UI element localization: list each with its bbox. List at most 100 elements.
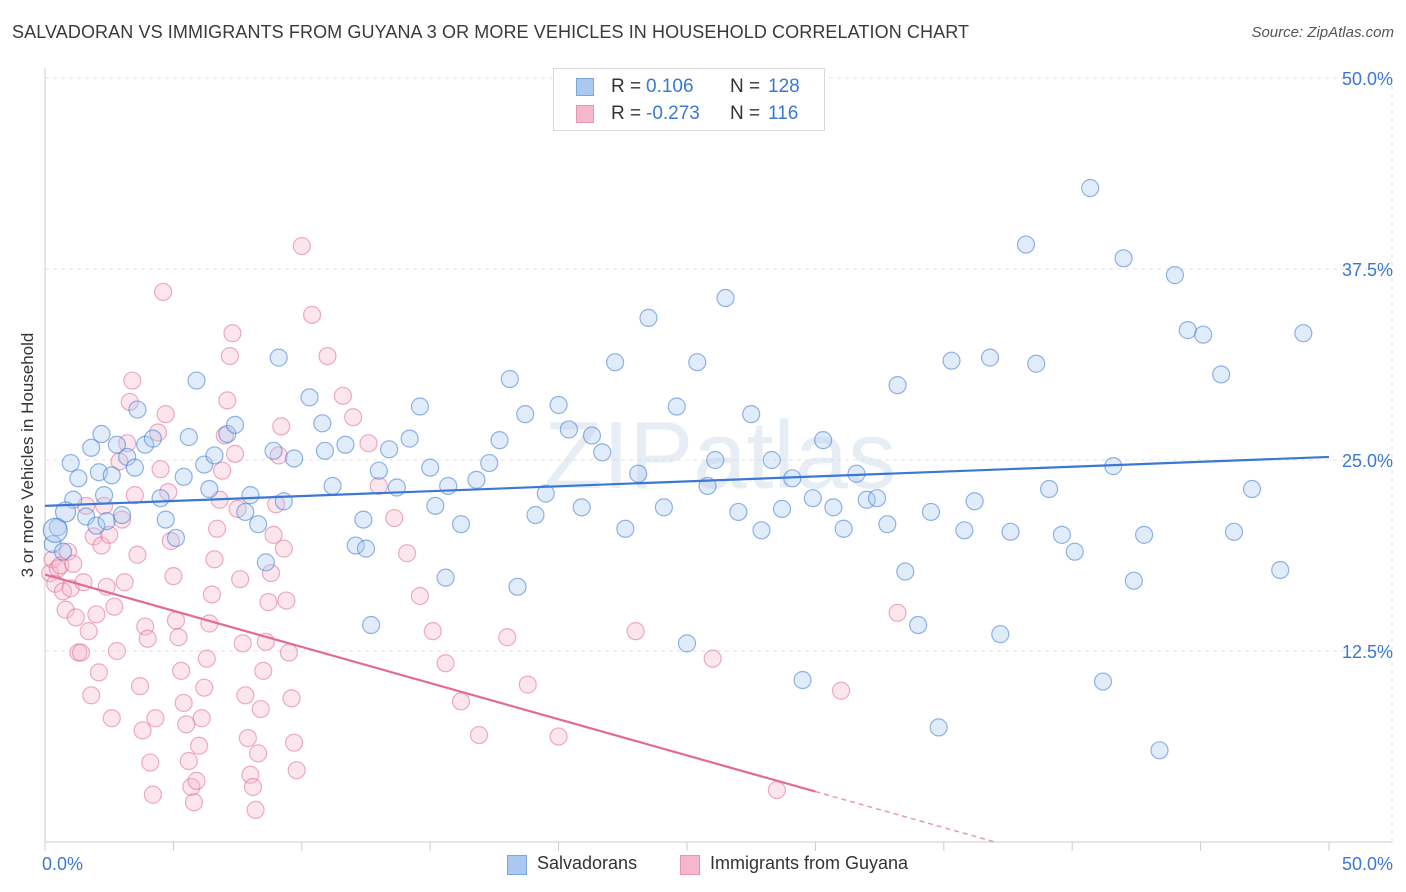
salvadoran-point [729,502,748,522]
salvadoran-point [151,489,170,508]
guyana-point [626,622,645,641]
guyana-point [166,611,186,630]
salvadoran-points [42,178,1313,760]
guyana-point [133,721,152,740]
guyana-point [767,780,786,800]
salvadoran-point [313,414,332,433]
salvadoran-point [526,505,545,525]
salvadoran-point [225,415,245,434]
salvadoran-point [536,484,555,503]
salvadoran-point [61,453,80,473]
salvadoran-point [87,516,106,535]
salvadoran-point [888,376,907,395]
guyana-point [277,591,296,610]
guyana-point [344,408,363,427]
salvadoran-point [1124,571,1143,590]
guyana-point [287,761,306,780]
legend-label-salvadorans: Salvadorans [537,853,638,873]
guyana-point [243,777,263,797]
legend-swatch-pink [576,105,594,123]
guyana-point [177,715,196,734]
legend-swatch-blue [507,855,527,875]
axis-layer [44,68,1392,851]
salvadoran-point [616,519,635,538]
x-tick-label: 0.0% [42,854,83,874]
salvadoran-point [677,634,697,653]
guyana-point [272,417,291,436]
guyana-point [102,709,121,728]
salvadoran-point [1039,479,1059,499]
salvadoran-point [336,435,355,454]
salvadoran-point [54,501,77,523]
guyana-trendline [44,573,816,793]
salvadoran-point [354,510,373,529]
salvadoran-point [1027,354,1046,373]
salvadoran-point [762,450,781,470]
guyana-point [192,709,211,728]
guyana-point [888,603,907,622]
guyana-point [187,771,206,790]
salvadoran-point [300,388,319,407]
guyana-point [138,629,157,648]
legend-swatch-pink [680,855,700,875]
salvadoran-point [92,424,111,444]
salvadoran-point [1294,324,1313,343]
salvadoran-point [218,424,237,444]
guyana-point [141,753,160,772]
salvadoran-point [500,369,519,389]
guyana-point [151,460,170,479]
salvadoran-point [980,348,1000,367]
guyana-point [410,586,430,606]
trend-layer [44,455,1330,843]
salvadoran-point [1016,235,1036,254]
salvadoran-point [1194,325,1213,344]
legend-n-label: N = [730,103,761,124]
salvadoran-point [1150,741,1169,760]
salvadoran-point [451,515,471,534]
salvadoran-point [867,489,887,508]
salvadoran-point [955,521,974,540]
guyana-point [451,692,471,711]
guyana-point [423,622,442,641]
salvadoran-point [42,517,68,543]
guyana-point [128,545,147,564]
guyana-point [105,597,124,616]
salvadoran-point [605,353,625,372]
guyana-point [233,634,252,653]
salvadoran-point [369,461,388,480]
guyana-point [195,678,214,697]
guyana-point [231,570,250,589]
salvadoran-point [426,496,445,515]
guyana-point [174,693,193,713]
salvadoran-point [264,441,283,460]
salvadoran-point [195,455,214,474]
salvadoran-point [128,400,147,419]
guyana-point [436,654,455,673]
guyana-point [84,527,103,546]
legend-r-value: 0.106 [646,76,694,97]
guyana-point [223,324,242,343]
guyana-point [179,751,198,771]
guyana-point [274,539,293,558]
guyana-point [238,728,257,748]
legend-n-value: 128 [768,76,800,97]
salvadoran-point [82,438,101,457]
salvadoran-point [156,510,175,529]
guyana-point [220,346,239,366]
guyana-point [94,496,114,515]
guyana-points [41,236,907,820]
salvadoran-point [549,395,568,415]
salvadoran-point [516,405,535,424]
guyana-point [249,744,268,763]
salvadoran-point [166,528,186,548]
guyana-point [207,519,227,538]
salvadoran-point [269,348,288,367]
guyana-point [259,593,278,612]
salvadoran-point [284,449,304,468]
guyana-point [225,444,245,463]
guyana-point [369,476,388,496]
guyana-point [120,392,139,412]
legend-r-label: R = [611,76,642,97]
salvadoran-point [582,426,602,445]
